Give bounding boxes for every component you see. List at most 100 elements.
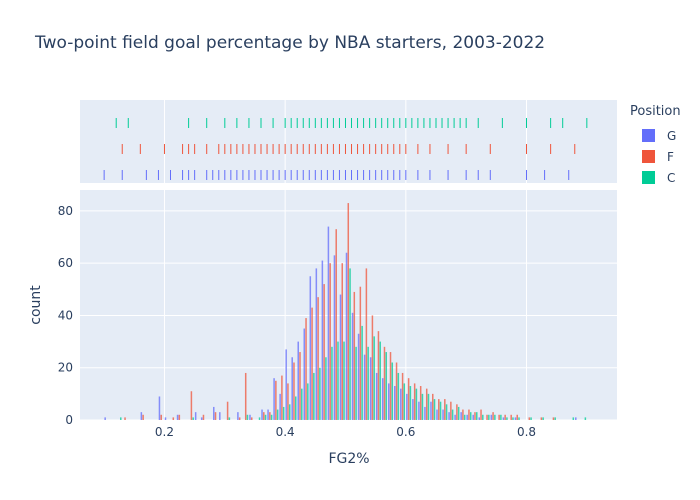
- bar-c[interactable]: [506, 417, 508, 420]
- bar-g[interactable]: [394, 386, 396, 420]
- bar-f[interactable]: [359, 286, 362, 420]
- bar-g[interactable]: [363, 354, 366, 420]
- bar-g[interactable]: [351, 312, 354, 420]
- bar-c[interactable]: [355, 346, 357, 420]
- bar-g[interactable]: [237, 412, 239, 420]
- bar-c[interactable]: [361, 325, 363, 420]
- bar-f[interactable]: [305, 318, 307, 420]
- bar-f[interactable]: [401, 372, 404, 420]
- bar-f[interactable]: [238, 417, 241, 420]
- bar-g[interactable]: [375, 372, 378, 420]
- bar-f[interactable]: [395, 362, 398, 421]
- legend-item-g[interactable]: G: [630, 125, 681, 146]
- bar-c[interactable]: [451, 409, 454, 420]
- bar-f[interactable]: [263, 412, 265, 420]
- bar-f[interactable]: [329, 263, 331, 420]
- bar-g[interactable]: [285, 349, 287, 420]
- bar-c[interactable]: [313, 372, 315, 420]
- bar-c[interactable]: [403, 383, 406, 420]
- bar-c[interactable]: [494, 414, 496, 420]
- bar-f[interactable]: [124, 417, 126, 420]
- bar-c[interactable]: [415, 388, 418, 420]
- bar-c[interactable]: [258, 417, 261, 420]
- bar-g[interactable]: [345, 252, 348, 420]
- bar-c[interactable]: [469, 412, 472, 420]
- bar-f[interactable]: [341, 263, 343, 420]
- bar-c[interactable]: [433, 399, 436, 420]
- bar-c[interactable]: [542, 417, 544, 420]
- bar-f[interactable]: [456, 404, 458, 420]
- bar-c[interactable]: [331, 346, 333, 420]
- bar-f[interactable]: [492, 412, 494, 420]
- bar-c[interactable]: [246, 414, 249, 420]
- legend-item-c[interactable]: C: [630, 167, 681, 188]
- bar-c[interactable]: [192, 417, 194, 420]
- bar-g[interactable]: [381, 378, 384, 420]
- bar-f[interactable]: [413, 383, 416, 420]
- bar-c[interactable]: [554, 417, 556, 420]
- bar-c[interactable]: [337, 341, 339, 420]
- bar-c[interactable]: [373, 336, 375, 420]
- bar-f[interactable]: [353, 291, 356, 420]
- bar-f[interactable]: [552, 417, 555, 420]
- bar-f[interactable]: [202, 414, 205, 420]
- bar-c[interactable]: [530, 417, 532, 420]
- bar-c[interactable]: [463, 414, 466, 420]
- bar-f[interactable]: [323, 284, 325, 420]
- bar-f[interactable]: [383, 346, 386, 420]
- bar-f[interactable]: [438, 399, 440, 420]
- bar-g[interactable]: [430, 401, 432, 420]
- bar-c[interactable]: [379, 341, 381, 420]
- bar-g[interactable]: [158, 396, 161, 420]
- bar-f[interactable]: [293, 362, 295, 421]
- legend-item-f[interactable]: F: [630, 146, 681, 167]
- bar-c[interactable]: [584, 417, 587, 420]
- bar-g[interactable]: [176, 414, 179, 420]
- bar-f[interactable]: [425, 388, 428, 420]
- bar-c[interactable]: [264, 414, 267, 420]
- bar-f[interactable]: [462, 409, 464, 420]
- bar-g[interactable]: [309, 276, 312, 420]
- bar-f[interactable]: [317, 297, 319, 420]
- bar-f[interactable]: [419, 386, 422, 420]
- bar-f[interactable]: [281, 375, 283, 420]
- bar-f[interactable]: [540, 417, 543, 420]
- bar-g[interactable]: [339, 294, 342, 420]
- bar-c[interactable]: [367, 346, 369, 420]
- bar-g[interactable]: [219, 412, 221, 420]
- bar-g[interactable]: [448, 412, 450, 420]
- bar-g[interactable]: [460, 412, 462, 420]
- bar-f[interactable]: [480, 409, 482, 420]
- bar-f[interactable]: [190, 391, 193, 420]
- bar-f[interactable]: [226, 401, 229, 420]
- bar-f[interactable]: [498, 414, 500, 420]
- bar-c[interactable]: [457, 406, 460, 420]
- bar-f[interactable]: [468, 409, 470, 420]
- bar-f[interactable]: [377, 331, 380, 420]
- bar-c[interactable]: [325, 357, 327, 420]
- bar-c[interactable]: [500, 414, 502, 420]
- bar-f[interactable]: [528, 417, 531, 420]
- bar-c[interactable]: [421, 393, 424, 420]
- bar-c[interactable]: [385, 352, 388, 420]
- bar-g[interactable]: [575, 417, 577, 420]
- bar-c[interactable]: [120, 417, 122, 420]
- bar-c[interactable]: [427, 393, 430, 420]
- bar-f[interactable]: [287, 383, 289, 420]
- bar-g[interactable]: [200, 417, 203, 420]
- bar-c[interactable]: [295, 396, 297, 420]
- bar-f[interactable]: [311, 307, 313, 420]
- bar-c[interactable]: [409, 386, 412, 420]
- bar-c[interactable]: [301, 388, 303, 420]
- bar-f[interactable]: [444, 399, 446, 420]
- bar-g[interactable]: [213, 406, 215, 420]
- bar-c[interactable]: [476, 412, 478, 420]
- bar-c[interactable]: [439, 401, 442, 420]
- bar-g[interactable]: [291, 357, 293, 420]
- bar-c[interactable]: [270, 414, 273, 420]
- bar-g[interactable]: [369, 357, 372, 420]
- bar-f[interactable]: [214, 412, 217, 420]
- bar-g[interactable]: [418, 401, 420, 420]
- bar-g[interactable]: [400, 388, 402, 420]
- bar-f[interactable]: [486, 414, 488, 420]
